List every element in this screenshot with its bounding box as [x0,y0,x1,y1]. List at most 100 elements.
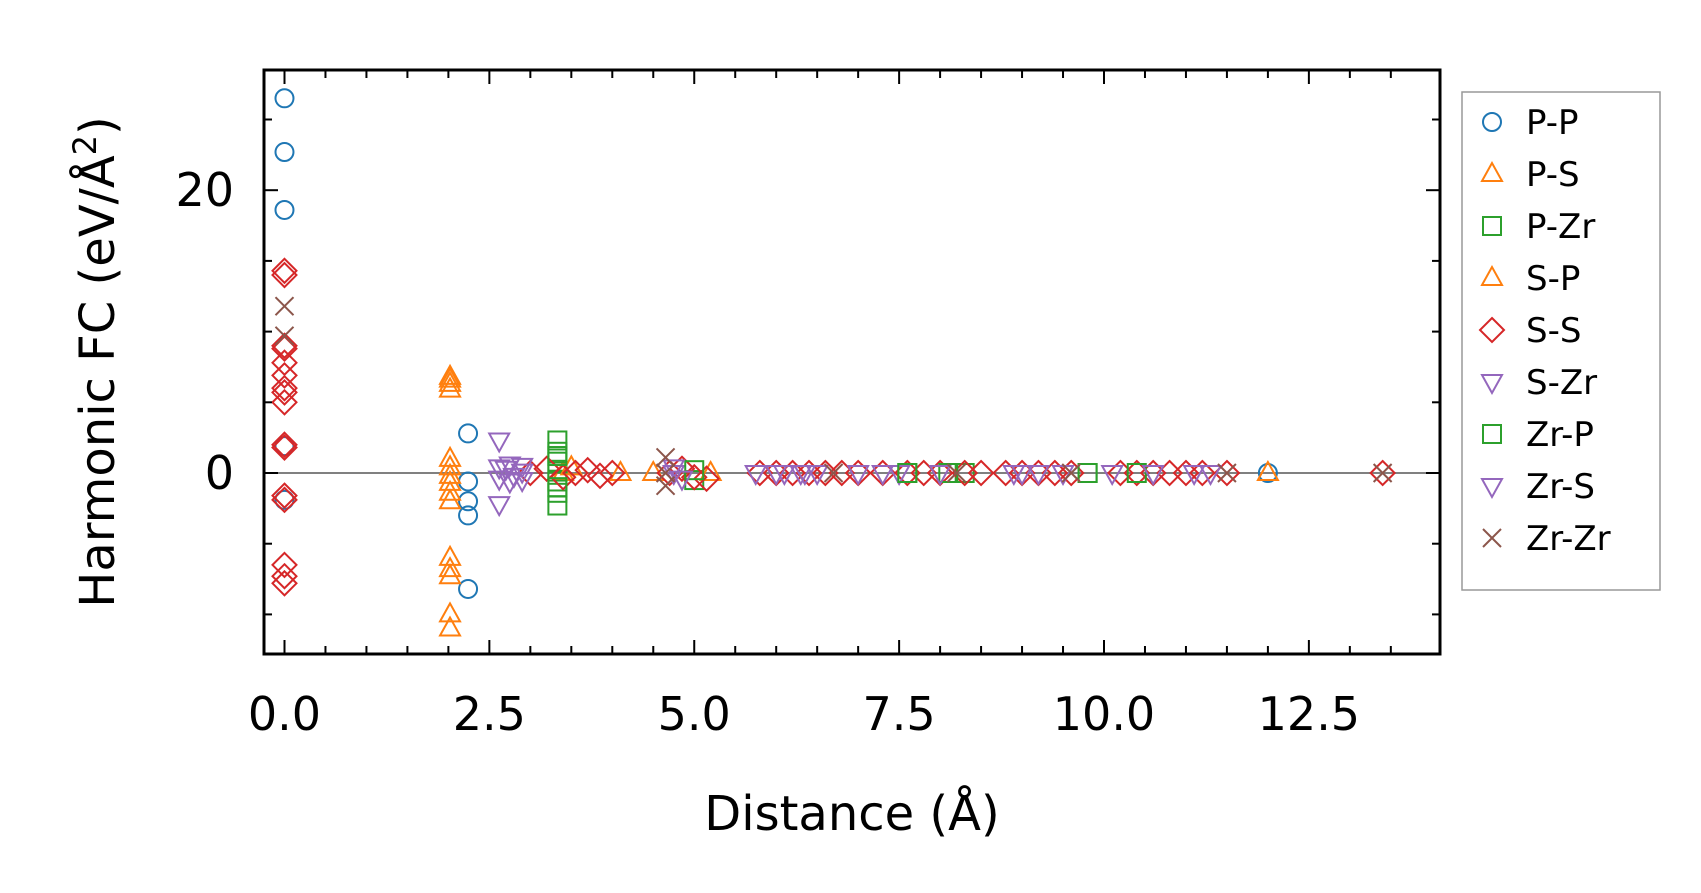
data-point-s-s [271,374,298,402]
data-point-p-s [438,488,462,510]
legend: P-P P-S P-Zr S-P S-S S-Zr Zr-P Zr-S Zr-Zr [1461,91,1661,591]
x-tick-label: 12.5 [1258,687,1360,741]
legend-box [1461,91,1661,591]
data-markers [271,88,1397,637]
data-point-p-s [1256,459,1280,482]
data-point-s-s [1188,459,1216,487]
data-point-zr-zr [946,463,967,483]
data-point-s-p [438,601,462,623]
data-point-zr-s [1010,465,1034,487]
data-point-s-s [271,431,298,459]
data-point-s-zr [846,465,870,487]
data-point-s-zr [487,432,511,454]
data-point-p-p [458,471,479,492]
data-point-s-s [271,482,298,510]
x-tick-labels: 0.0 2.5 5.0 7.5 10.0 12.5 [248,687,1360,741]
legend-label-zr-zr: Zr-Zr [1526,519,1611,559]
legend-marker-p-s [1480,160,1504,182]
data-point-p-zr [547,430,568,451]
data-point-s-zr [1026,465,1051,487]
data-point-zr-s [1141,465,1165,487]
data-point-zr-p [684,460,705,481]
legend-label-s-p: S-P [1526,259,1580,299]
x-tick-label: 10.0 [1053,687,1155,741]
data-point-s-s [967,459,995,487]
x-tick-label: 7.5 [863,687,936,741]
data-point-zr-s [805,465,829,487]
data-point-s-s [271,332,298,360]
data-point-zr-zr [1372,463,1393,483]
data-point-s-s [271,349,298,377]
data-point-s-p [438,366,462,388]
data-point-s-s [271,261,298,289]
x-tick-label: 2.5 [453,687,526,741]
data-point-s-s [271,486,298,514]
data-point-s-s [549,463,577,491]
data-point-p-p [458,423,479,444]
data-point-p-p [458,505,479,526]
y-tick-label: 0 [205,446,234,500]
data-point-s-s [598,459,626,487]
data-point-zr-p [1077,463,1098,484]
data-point-s-s [271,388,298,416]
data-point-s-s [271,569,298,597]
data-point-zr-p [547,477,568,498]
legend-marker-s-zr [1480,374,1504,396]
data-point-s-s [574,456,602,484]
data-point-zr-zr [274,326,295,346]
data-point-zr-s [494,460,518,482]
data-point-p-p [274,142,295,163]
data-point-s-zr [1100,465,1124,487]
data-point-zr-zr [823,463,844,483]
legend-marker-p-p [1482,112,1502,132]
data-point-s-p [698,459,723,482]
legend-label-zr-s: Zr-S [1526,467,1595,507]
data-point-s-zr [744,465,768,487]
data-point-s-s [1369,459,1397,487]
data-point-p-s [438,479,462,501]
data-point-p-p [458,491,479,512]
data-point-zr-zr [1217,463,1237,483]
x-tick-label: 5.0 [658,687,731,741]
data-point-zr-p [1126,463,1147,484]
data-point-p-s [438,556,462,578]
data-point-s-s [586,462,614,490]
data-point-p-s [438,563,462,585]
legend-marker-zr-s [1480,478,1504,500]
data-point-zr-zr [274,296,295,316]
data-point-p-p [274,436,295,457]
data-point-zr-p [547,446,568,467]
legend-marker-s-p [1480,264,1504,286]
data-point-s-p [608,459,633,482]
data-point-zr-zr [655,447,676,468]
data-point-p-p [274,199,295,220]
data-point-zr-s [772,465,797,487]
data-point-zr-zr [655,476,676,496]
data-point-zr-s [793,465,817,487]
x-tick-label: 0.0 [248,687,321,741]
legend-label-p-p: P-P [1526,103,1579,143]
x-axis-label: Distance (Å) [704,785,999,842]
plot-frame [262,68,1442,656]
data-point-s-s [271,378,298,406]
data-point-p-zr [547,495,568,516]
legend-marker-s-s [1478,316,1506,344]
data-point-p-s [438,370,462,392]
legend-label-p-s: P-S [1526,155,1580,195]
legend-label-s-s: S-S [1526,311,1581,351]
data-point-s-s [271,257,298,285]
axis-ticks [264,70,1440,654]
legend-label-zr-p: Zr-P [1526,415,1594,455]
y-tick-label: 20 [175,163,234,217]
data-point-zr-s [871,465,895,487]
data-point-s-p [438,615,462,637]
legend-marker-zr-zr [1482,528,1502,548]
data-point-s-s [271,551,298,579]
y-axis-label: Harmonic FC (eV/Å2) [66,116,126,608]
data-point-s-s [562,459,589,487]
legend-label-s-zr: S-Zr [1526,363,1597,403]
data-point-p-s [438,544,462,566]
data-point-zr-zr [1061,463,1081,483]
data-point-p-p [274,88,295,109]
